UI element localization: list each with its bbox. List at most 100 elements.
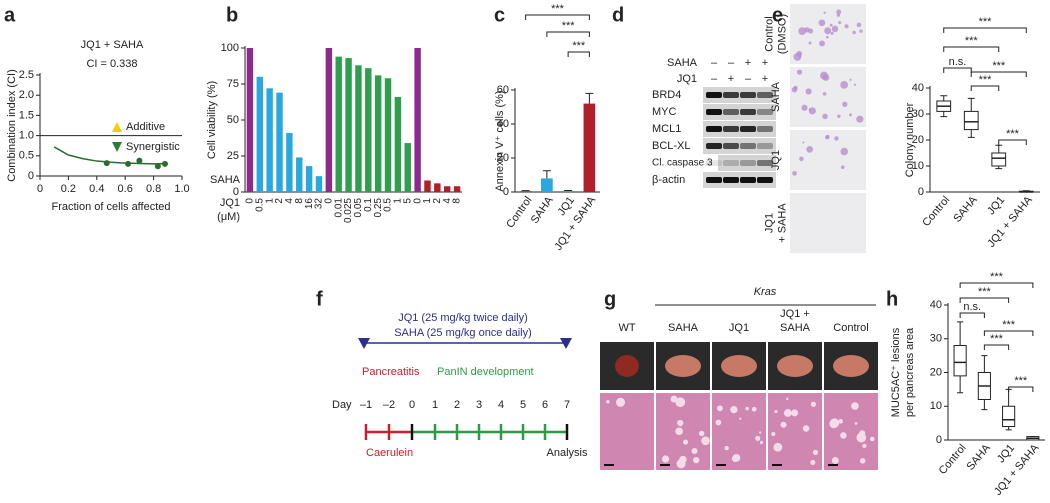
colony bbox=[842, 101, 848, 107]
treatment-sign: + bbox=[745, 57, 751, 69]
blot-strip bbox=[703, 121, 776, 137]
end-label: Analysis bbox=[547, 447, 588, 459]
x-tick-label: 0.01 bbox=[333, 198, 344, 218]
colony bbox=[822, 74, 830, 81]
colony bbox=[840, 165, 845, 170]
lesion bbox=[829, 418, 840, 428]
colony bbox=[838, 21, 842, 25]
band-label: BRD4 bbox=[652, 89, 681, 101]
day-tick-label: –1 bbox=[360, 399, 372, 411]
significance-bracket bbox=[943, 27, 1027, 33]
y-axis-label: Combination index (CI) bbox=[6, 69, 18, 182]
bar bbox=[266, 88, 273, 192]
treatment-label: SAHA bbox=[667, 57, 698, 69]
box bbox=[963, 110, 979, 131]
lesion bbox=[716, 405, 723, 412]
lesion bbox=[831, 457, 839, 464]
bar bbox=[276, 92, 283, 192]
colony bbox=[798, 27, 807, 35]
x-tick-label: SAHA bbox=[964, 442, 993, 473]
colony bbox=[801, 104, 808, 111]
panel-letter: c bbox=[494, 4, 505, 26]
lesion bbox=[755, 435, 761, 441]
x-tick-label: SAHA bbox=[529, 194, 556, 226]
box bbox=[1002, 405, 1016, 427]
significance-label: *** bbox=[572, 40, 586, 52]
lesion bbox=[730, 406, 738, 414]
lesion bbox=[724, 445, 729, 451]
error-bar bbox=[585, 92, 594, 104]
treatment-sign: + bbox=[762, 73, 768, 85]
blot-band bbox=[706, 177, 722, 183]
y-tick-label: 30 bbox=[912, 108, 924, 120]
colony bbox=[856, 115, 864, 123]
colony bbox=[837, 114, 841, 118]
significance-label: *** bbox=[990, 271, 1004, 283]
lesion bbox=[691, 447, 698, 454]
x-tick-label: 0 bbox=[245, 198, 256, 204]
x-tick-label: 1 bbox=[422, 198, 433, 204]
lesion bbox=[791, 409, 799, 417]
panel-letter: e bbox=[772, 4, 783, 26]
lesion bbox=[810, 401, 817, 407]
y-tick-label: 50 bbox=[227, 114, 239, 126]
colony bbox=[826, 35, 829, 39]
colony-image bbox=[790, 193, 866, 253]
image-label: JQ1 bbox=[770, 150, 782, 170]
bar bbox=[583, 103, 596, 192]
significance-label: *** bbox=[992, 60, 1006, 72]
data-point bbox=[154, 163, 161, 170]
image-label: (DMSO) bbox=[776, 14, 788, 54]
bar bbox=[562, 191, 574, 192]
panel-letter: b bbox=[226, 4, 238, 26]
lesion bbox=[758, 431, 762, 434]
column-label: Control bbox=[833, 322, 868, 334]
significance-bracket bbox=[943, 46, 1000, 52]
day-tick-label: 4 bbox=[498, 399, 504, 411]
y-tick-label: 0 bbox=[936, 434, 942, 446]
organ bbox=[833, 355, 869, 377]
y-axis-label: MUC5AC⁺ lesions bbox=[890, 327, 902, 417]
y-tick-label: 40 bbox=[497, 118, 509, 130]
colony bbox=[859, 29, 863, 33]
panel-letter: g bbox=[604, 288, 616, 310]
treatment-sign: + bbox=[762, 57, 768, 69]
image-label: SAHA bbox=[770, 81, 782, 112]
lesion bbox=[854, 422, 858, 425]
significance-label: *** bbox=[978, 286, 992, 298]
histology-photo bbox=[824, 393, 878, 470]
significance-bracket bbox=[959, 312, 985, 318]
legend-label: Additive bbox=[126, 121, 165, 133]
band-label: Cl. caspase 3 bbox=[652, 158, 713, 169]
y-tick-label: 20 bbox=[912, 134, 924, 146]
legend-label: Synergistic bbox=[126, 141, 180, 153]
lesion bbox=[810, 459, 816, 465]
x-tick-label: 1.0 bbox=[174, 183, 189, 195]
colony bbox=[853, 83, 857, 86]
lesion bbox=[731, 455, 739, 462]
blot-band bbox=[757, 92, 773, 98]
lesion bbox=[682, 439, 689, 445]
column-label: SAHA bbox=[780, 322, 811, 334]
dosing-label: SAHA (25 mg/kg once daily) bbox=[394, 327, 532, 339]
lesion bbox=[677, 419, 684, 427]
lesion bbox=[859, 430, 866, 437]
colony bbox=[822, 113, 828, 120]
significance-label: n.s. bbox=[963, 301, 981, 313]
data-point bbox=[125, 160, 132, 167]
chart-title: JQ1 + SAHA bbox=[81, 39, 144, 51]
lesion bbox=[676, 459, 686, 469]
colony bbox=[856, 22, 862, 28]
panel-letter: d bbox=[612, 4, 624, 26]
y-tick-label: 75 bbox=[227, 78, 239, 90]
data-point bbox=[136, 157, 143, 164]
lesion bbox=[862, 443, 867, 448]
band-label: MYC bbox=[652, 106, 677, 118]
lesion bbox=[869, 436, 875, 442]
blot-band bbox=[706, 126, 722, 132]
y-tick-label: 20 bbox=[497, 152, 509, 164]
day-tick-label: 5 bbox=[520, 399, 526, 411]
lesion bbox=[780, 421, 787, 428]
colony bbox=[805, 88, 812, 95]
